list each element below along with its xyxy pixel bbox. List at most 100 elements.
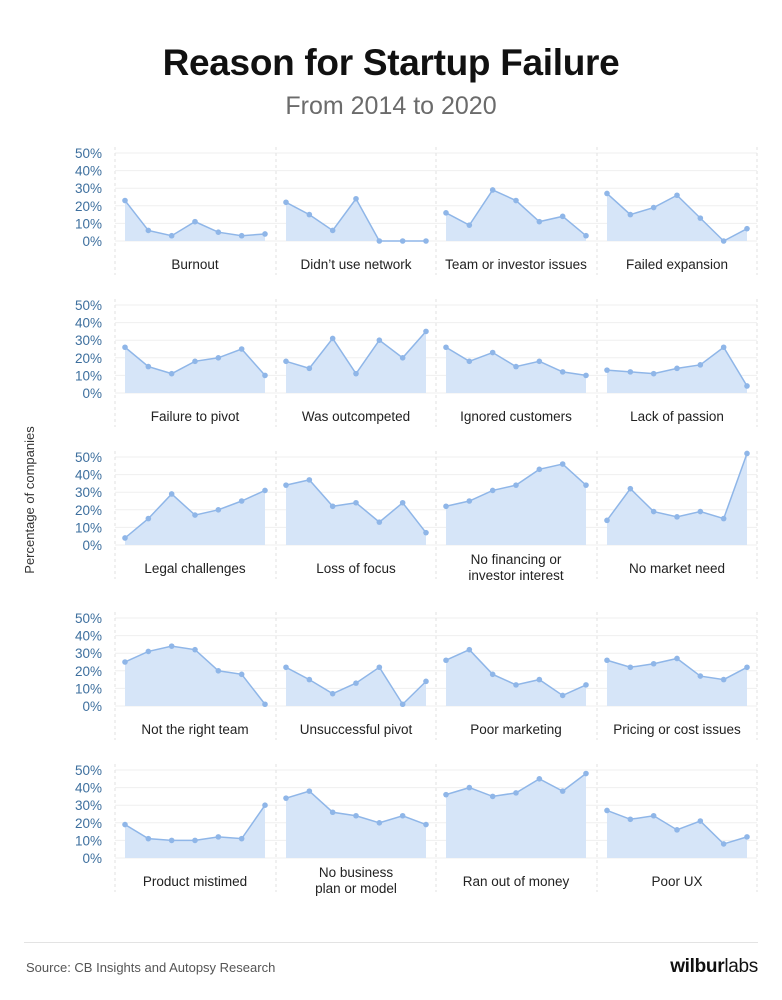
data-point <box>627 664 634 671</box>
panel-label: Was outcompeted <box>302 409 410 424</box>
panel-label: Legal challenges <box>144 561 246 576</box>
data-point <box>215 668 222 674</box>
series-area <box>446 347 586 393</box>
data-point <box>443 657 449 664</box>
data-point <box>329 690 336 697</box>
data-point <box>353 499 359 506</box>
logo-regular: labs <box>724 956 758 977</box>
data-point <box>604 190 610 197</box>
data-point <box>283 795 289 801</box>
panel-label: Didn’t use network <box>300 257 411 272</box>
data-point <box>604 367 610 373</box>
data-point <box>489 793 496 800</box>
data-point <box>238 671 245 678</box>
data-point <box>536 776 543 782</box>
data-point <box>329 335 336 342</box>
data-point <box>674 827 680 833</box>
y-tick-label: 50% <box>75 146 102 161</box>
data-point <box>650 370 657 377</box>
data-point <box>744 664 750 671</box>
series-area <box>446 773 586 858</box>
data-point <box>399 238 406 244</box>
panel-label: Lack of passion <box>630 409 724 424</box>
data-point <box>192 218 198 225</box>
data-point <box>329 809 336 816</box>
data-point <box>443 503 449 510</box>
y-tick-label: 40% <box>75 468 102 483</box>
data-point <box>283 664 289 671</box>
data-point <box>627 369 634 375</box>
data-point <box>168 643 175 649</box>
data-point <box>262 701 268 708</box>
chart-title: Reason for Startup Failure <box>162 42 620 83</box>
y-tick-label: 30% <box>75 333 102 348</box>
data-point <box>489 487 496 494</box>
data-point <box>168 491 175 497</box>
y-tick-label: 10% <box>75 216 102 231</box>
panel: Legal challenges <box>122 487 268 576</box>
y-tick-label: 20% <box>75 664 102 679</box>
y-tick-label: 10% <box>75 681 102 696</box>
y-tick-label: 20% <box>75 351 102 366</box>
data-point <box>399 355 406 361</box>
data-point <box>399 701 406 708</box>
data-point <box>697 818 704 824</box>
data-point <box>215 507 222 513</box>
data-point <box>466 498 473 504</box>
data-point <box>513 482 519 488</box>
data-point <box>122 344 128 351</box>
data-point <box>376 664 383 671</box>
panel-label: Poor UX <box>651 874 702 889</box>
data-point <box>215 229 222 235</box>
data-point <box>376 337 383 344</box>
data-point <box>513 790 519 796</box>
series-area <box>607 193 747 241</box>
data-point <box>353 195 359 202</box>
data-point <box>283 358 289 365</box>
data-point <box>168 370 175 377</box>
y-tick-label: 50% <box>75 763 102 778</box>
y-tick-label: 10% <box>75 520 102 535</box>
panel-label: Unsuccessful pivot <box>300 722 413 737</box>
data-point <box>192 646 198 653</box>
data-point <box>283 482 289 488</box>
data-point <box>306 477 313 483</box>
panel: Failed expansion <box>604 190 750 272</box>
data-point <box>262 487 268 494</box>
data-point <box>650 204 657 211</box>
data-point <box>650 660 657 667</box>
data-point <box>215 834 222 840</box>
panel: Burnout <box>122 197 268 272</box>
y-axis-label: Percentage of companies <box>22 426 37 574</box>
panel-label: Burnout <box>171 257 219 272</box>
data-point <box>489 349 496 356</box>
data-point <box>697 508 704 515</box>
panel-label: plan or model <box>315 881 397 896</box>
data-point <box>353 370 359 377</box>
series-area <box>446 189 586 241</box>
data-point <box>513 363 519 370</box>
panel-label: investor interest <box>468 568 564 583</box>
data-point <box>536 676 543 683</box>
y-tick-label: 40% <box>75 164 102 179</box>
panel: Loss of focus <box>283 477 429 576</box>
data-point <box>583 232 589 239</box>
data-point <box>192 837 198 844</box>
data-point <box>423 238 429 244</box>
data-point <box>262 802 268 808</box>
y-tick-label: 0% <box>82 234 102 249</box>
series-area <box>286 198 426 241</box>
data-point <box>744 450 750 457</box>
data-point <box>583 770 589 777</box>
footer-divider <box>24 942 758 943</box>
data-point <box>376 238 383 244</box>
data-point <box>145 363 152 370</box>
panel-label: Ignored customers <box>460 409 572 424</box>
data-point <box>489 671 496 678</box>
data-point <box>674 655 680 662</box>
y-tick-label: 0% <box>82 538 102 553</box>
data-point <box>168 232 175 239</box>
data-point <box>423 678 429 685</box>
panel-label: Product mistimed <box>143 874 247 889</box>
